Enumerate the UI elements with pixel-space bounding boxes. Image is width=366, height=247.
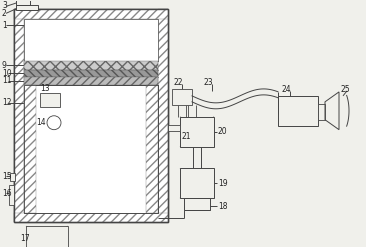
Text: 12: 12 — [2, 98, 11, 107]
Bar — [16, 5, 38, 10]
Bar — [9, 185, 14, 205]
Text: 3: 3 — [2, 1, 7, 10]
Bar — [14, 9, 168, 19]
Text: 10: 10 — [2, 68, 12, 78]
Bar — [26, 226, 68, 247]
Text: 15: 15 — [2, 172, 12, 181]
Text: 17: 17 — [20, 234, 30, 243]
Bar — [24, 85, 158, 213]
Text: 18: 18 — [218, 202, 228, 211]
Bar — [10, 173, 15, 181]
Bar — [16, 0, 30, 5]
Text: 1: 1 — [2, 21, 7, 30]
Bar — [184, 198, 210, 210]
Text: 19: 19 — [218, 179, 228, 188]
Text: 21: 21 — [182, 132, 191, 141]
Text: 24: 24 — [282, 85, 292, 94]
Bar — [24, 19, 158, 61]
Bar — [318, 104, 325, 120]
Text: 22: 22 — [174, 79, 183, 87]
Text: 13: 13 — [40, 84, 50, 93]
Text: 11: 11 — [2, 77, 11, 85]
Text: 9: 9 — [2, 61, 7, 70]
Bar — [14, 9, 168, 222]
Bar — [146, 85, 158, 213]
Bar — [180, 168, 214, 198]
Bar — [14, 213, 168, 222]
Bar — [24, 85, 158, 213]
Text: 20: 20 — [218, 127, 228, 136]
Bar — [158, 9, 168, 222]
Bar — [278, 96, 318, 126]
Bar — [40, 93, 60, 107]
Text: 25: 25 — [341, 85, 351, 94]
Bar — [24, 61, 158, 70]
Bar — [14, 9, 24, 222]
Text: 14: 14 — [36, 118, 46, 127]
Bar — [168, 125, 180, 131]
Bar — [172, 89, 192, 105]
Text: 23: 23 — [204, 79, 214, 87]
Bar — [24, 70, 158, 77]
Bar — [180, 117, 214, 146]
Bar — [24, 77, 158, 85]
Text: 2: 2 — [2, 9, 7, 18]
Bar — [14, 9, 168, 222]
Text: 16: 16 — [2, 189, 12, 198]
Bar — [24, 85, 36, 213]
